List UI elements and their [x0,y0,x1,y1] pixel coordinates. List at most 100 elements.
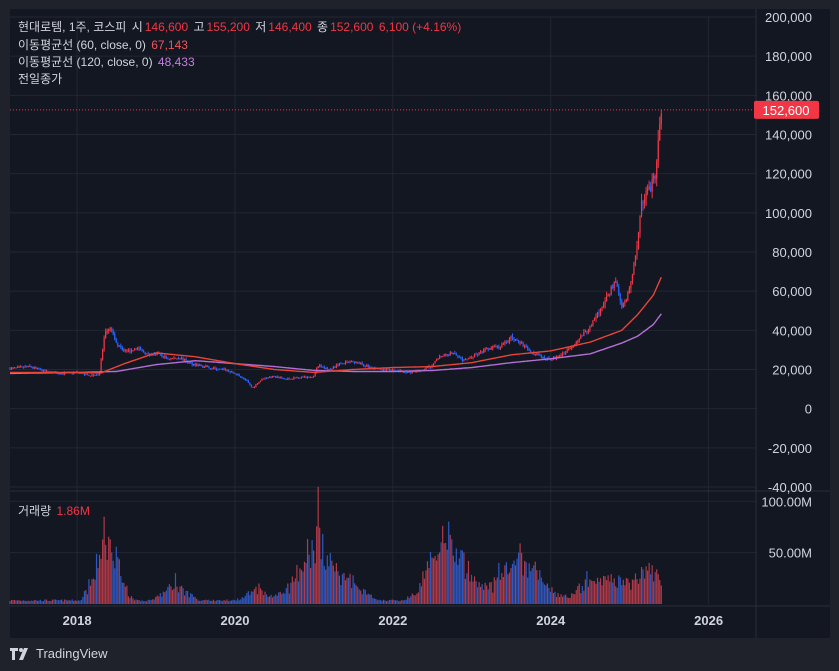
candle-body [483,350,485,353]
volume-bar [146,601,148,604]
candle-body [108,328,110,331]
candle-body [511,336,514,339]
volume-bar [106,559,108,604]
candle-body [26,366,28,368]
volume-bar [654,572,656,604]
volume-bar [460,550,462,604]
candle-body [411,371,413,373]
volume-bar [487,589,489,604]
volume-bar [514,565,517,604]
candle-body [32,367,34,369]
candle-body [246,380,248,382]
symbol-name[interactable]: 현대로템, 1주, 코스피 [18,20,127,34]
candle-body [165,356,167,359]
candle-body [610,286,612,295]
volume-bar [364,589,366,604]
candle-body [364,365,366,367]
candle-body [426,367,429,369]
candle-body [114,334,116,341]
candle-body [528,348,530,351]
ma60-legend[interactable]: 이동평균선 (60, close, 0) 67,143 [18,36,190,53]
volume-bar [357,586,359,604]
volume-bar [316,526,318,604]
candle-body [592,320,594,327]
candle-body [481,351,483,353]
candle-body [177,358,180,360]
candle-body [648,186,650,189]
candle-body [434,361,436,364]
candle-body [174,357,177,359]
volume-bar [548,587,550,604]
volume-bar [77,600,79,604]
candle-body [120,345,122,348]
volume-bar [147,599,149,604]
volume-bar [265,594,268,604]
candle-body [196,364,198,366]
volume-bar [38,600,40,604]
volume-legend[interactable]: 거래량 1.86M [18,502,92,519]
volume-bar [62,601,64,604]
volume-bar [650,574,652,604]
candle-body [616,281,618,287]
volume-bar [640,567,643,604]
volume-bar [199,600,201,604]
volume-bar [423,578,426,604]
volume-bar [651,565,653,604]
candle-body [525,346,527,348]
volume-bar [193,596,195,604]
candle-body [332,366,334,369]
volume-bar [35,600,37,604]
volume-bar [463,552,465,604]
volume-bar [360,590,362,604]
candle-body [13,367,16,369]
volume-bar [244,595,246,604]
volume-bar [344,580,347,604]
volume-bar [291,576,293,604]
volume-bar [322,533,324,604]
tradingview-logo[interactable]: TradingView [10,646,108,661]
candle-body [220,368,222,370]
volume-bar [102,539,104,604]
volume-bar [105,544,107,604]
candle-body [381,369,383,371]
volume-bar [206,600,208,604]
candle-body [24,366,26,368]
volume-bar [399,601,401,604]
candle-body [171,358,174,360]
candle-body [464,359,467,361]
candle-body [558,355,561,357]
candle-body [540,355,542,358]
candle-body [621,300,623,308]
candle-body [223,369,225,371]
candle-body [557,356,559,358]
volume-bar [405,599,407,604]
volume-bar [86,594,89,604]
candle-body [170,358,172,360]
candle-body [543,357,545,359]
volume-bar [261,590,263,604]
candle-body [287,378,289,380]
volume-bar [571,593,573,604]
volume-bar [565,594,567,604]
price-tick-label: 100,000 [765,206,812,221]
candle-body [536,353,538,355]
candle-body [97,374,99,376]
candle-body [205,366,207,368]
volume-bar [347,577,350,604]
candle-body [106,330,108,332]
candle-body [566,349,568,353]
ma120-legend[interactable]: 이동평균선 (120, close, 0) 48,433 [18,53,197,70]
candle-body [102,349,104,360]
candle-body [382,369,385,371]
volume-bar [543,584,545,604]
candle-body [521,342,523,344]
volume-bar [118,559,120,604]
candle-body [615,281,617,283]
candle-body [355,362,357,364]
candle-body [35,367,37,369]
prev-close-legend[interactable]: 전일종가 [18,70,64,87]
candle-body [115,340,117,343]
volume-bar [338,575,341,604]
volume-bar [560,594,562,604]
